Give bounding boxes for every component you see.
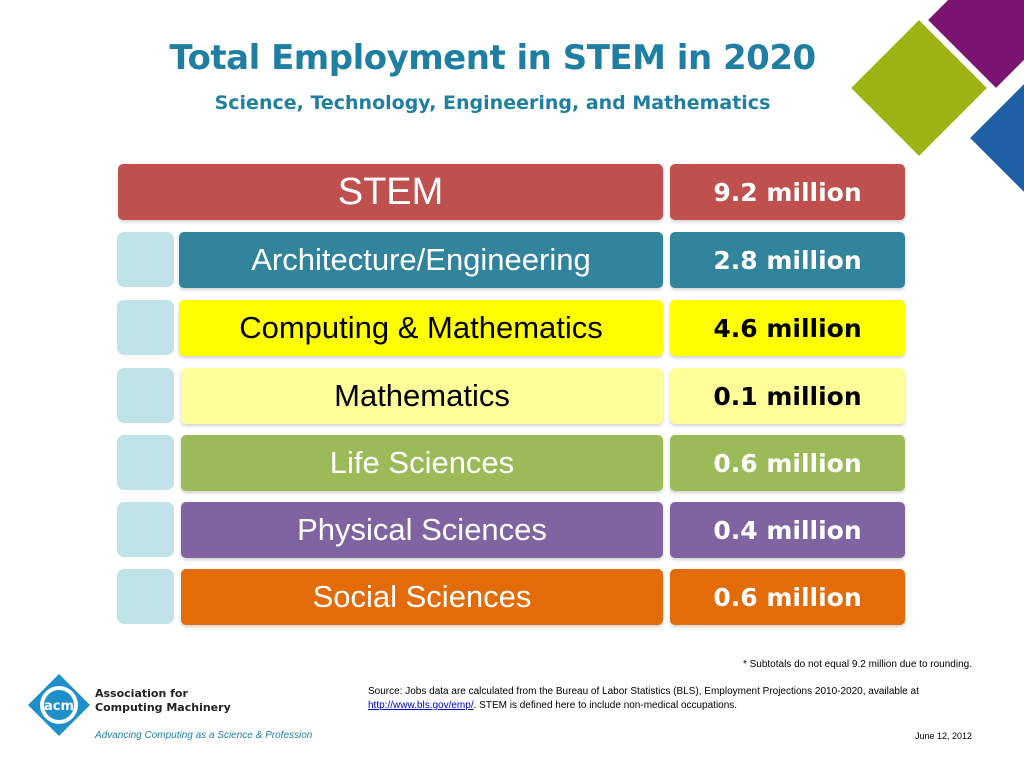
value-label: 0.6 million bbox=[670, 569, 905, 625]
bls-link[interactable]: http://www.bls.gov/emp/ bbox=[368, 700, 474, 711]
acm-name-line2: Computing Machinery bbox=[95, 701, 231, 714]
acm-logo-icon: acm bbox=[28, 674, 90, 736]
source-prefix: Source: Jobs data are calculated from th… bbox=[368, 686, 919, 697]
category-label: Social Sciences bbox=[181, 569, 663, 625]
row-indent-block bbox=[117, 300, 174, 355]
acm-logo-text: acm bbox=[44, 699, 74, 714]
value-label: 0.4 million bbox=[670, 502, 905, 558]
source-suffix: . STEM is defined here to include non-me… bbox=[473, 700, 738, 711]
category-label: Architecture/Engineering bbox=[179, 232, 663, 288]
row-indent-block bbox=[117, 569, 174, 624]
category-label: Computing & Mathematics bbox=[179, 300, 663, 356]
slide-subtitle: Science, Technology, Engineering, and Ma… bbox=[214, 92, 771, 114]
value-label: 0.6 million bbox=[670, 435, 905, 491]
slide-date: June 12, 2012 bbox=[914, 731, 972, 741]
row-indent-block bbox=[117, 232, 174, 287]
rounding-footnote: * Subtotals do not equal 9.2 million due… bbox=[742, 659, 972, 670]
acm-tagline: Advancing Computing as a Science & Profe… bbox=[95, 730, 313, 741]
value-label: 0.1 million bbox=[670, 368, 905, 424]
source-note: Source: Jobs data are calculated from th… bbox=[368, 685, 974, 713]
category-label: Mathematics bbox=[181, 368, 663, 424]
category-label: Physical Sciences bbox=[181, 502, 663, 558]
row-indent-block bbox=[117, 368, 174, 423]
category-label: Life Sciences bbox=[181, 435, 663, 491]
acm-name: Association for Computing Machinery bbox=[95, 687, 231, 715]
value-label: 2.8 million bbox=[670, 232, 905, 288]
value-label: 9.2 million bbox=[670, 164, 905, 220]
row-indent-block bbox=[117, 435, 174, 490]
value-label: 4.6 million bbox=[670, 300, 905, 356]
category-label: STEM bbox=[118, 164, 663, 220]
slide-title: Total Employment in STEM in 2020 bbox=[169, 38, 816, 78]
acm-name-line1: Association for bbox=[95, 687, 188, 700]
row-indent-block bbox=[117, 502, 174, 557]
